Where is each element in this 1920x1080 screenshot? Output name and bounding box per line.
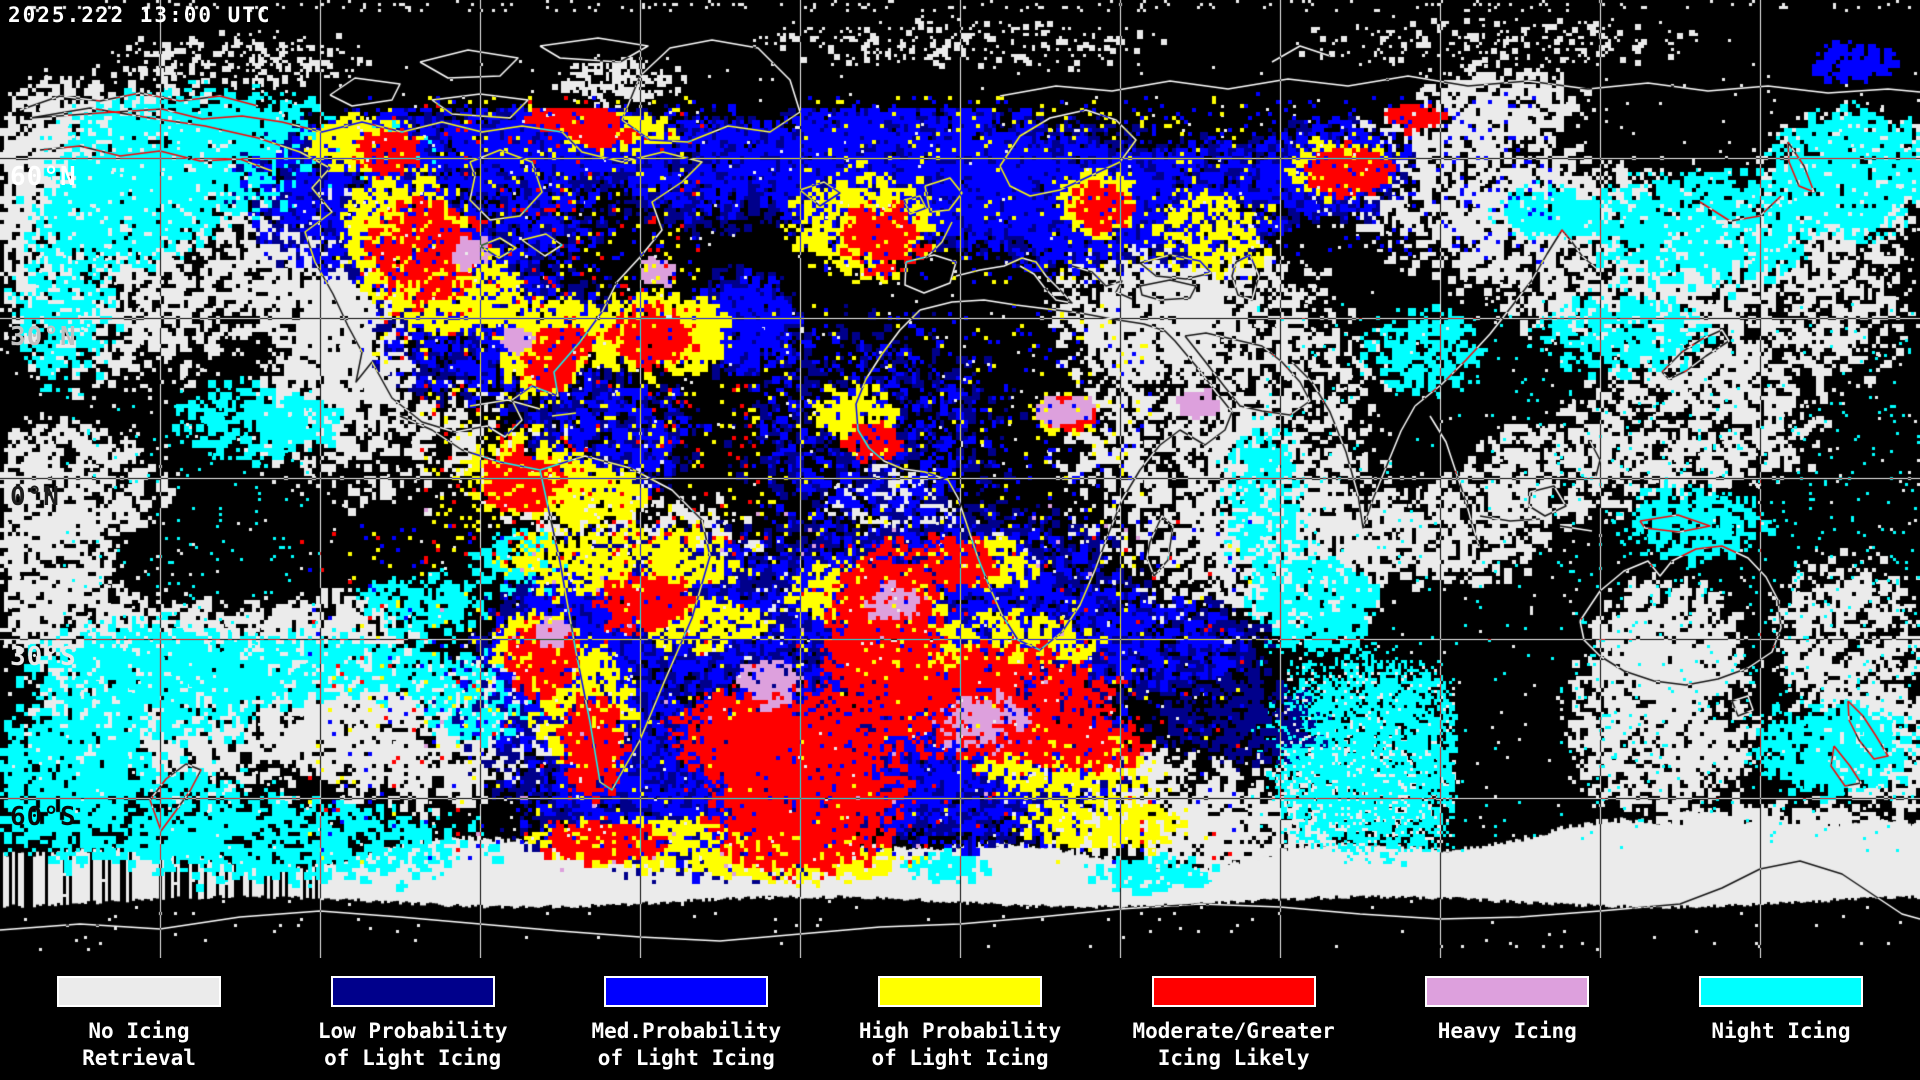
legend-label-high-probability: High Probability of Light Icing [858, 1019, 1062, 1070]
latitude-label: 30°S [10, 642, 77, 672]
legend-item-night-icing: Night Icing [1666, 958, 1896, 1080]
legend-label-med-probability: Med.Probability of Light Icing [591, 1019, 782, 1070]
legend-label-night-icing: Night Icing [1711, 1019, 1851, 1043]
latitude-label: 60°N [10, 162, 77, 192]
legend-item-no-icing-retrieval: No Icing Retrieval [24, 958, 254, 1080]
legend: No Icing Retrieval Low Probability of Li… [0, 958, 1920, 1080]
timestamp-label: 2025.222 13:00 UTC [8, 3, 272, 27]
legend-item-moderate-greater: Moderate/Greater Icing Likely [1119, 958, 1349, 1080]
latitude-label: 0°N [10, 482, 60, 512]
legend-swatch-low-probability [330, 976, 495, 1007]
legend-swatch-high-probability [877, 976, 1042, 1007]
map-area: 2025.222 13:00 UTC 60°N 30°N 0°N 30°S 60°S [0, 0, 1920, 958]
legend-label-no-icing-retrieval: No Icing Retrieval [82, 1019, 196, 1070]
legend-item-heavy-icing: Heavy Icing [1392, 958, 1622, 1080]
legend-swatch-no-icing-retrieval [57, 976, 221, 1007]
legend-item-med-probability: Med.Probability of Light Icing [571, 958, 801, 1080]
legend-label-heavy-icing: Heavy Icing [1437, 1019, 1577, 1043]
latitude-label: 60°S [10, 802, 77, 832]
latitude-label: 30°N [10, 322, 77, 352]
legend-label-low-probability: Low Probability of Light Icing [317, 1019, 508, 1070]
legend-item-high-probability: High Probability of Light Icing [845, 958, 1075, 1080]
legend-swatch-night-icing [1698, 976, 1863, 1007]
legend-swatch-heavy-icing [1425, 976, 1590, 1007]
legend-swatch-med-probability [604, 976, 769, 1007]
legend-swatch-moderate-greater [1151, 976, 1316, 1007]
world-map-canvas [0, 0, 1920, 958]
legend-item-low-probability: Low Probability of Light Icing [298, 958, 528, 1080]
legend-label-moderate-greater: Moderate/Greater Icing Likely [1132, 1019, 1335, 1070]
